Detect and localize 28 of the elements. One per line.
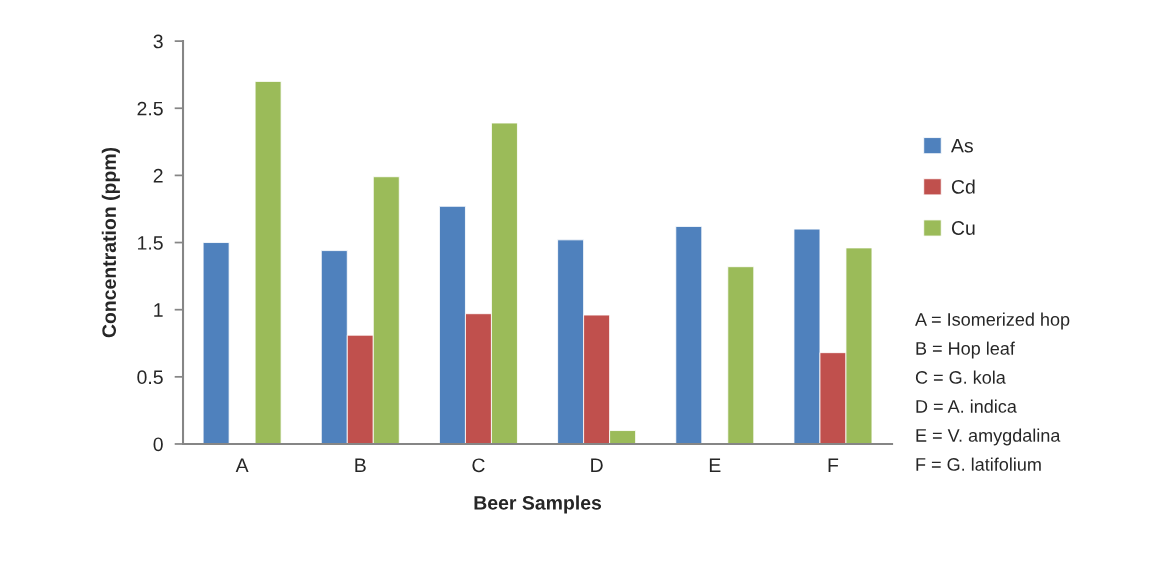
legend-label: As <box>950 138 973 153</box>
y-tick-label: 2 <box>153 168 163 183</box>
y-tick-label: 1.5 <box>138 236 163 250</box>
x-tick-label: D <box>591 458 603 472</box>
y-tick-label: 0 <box>153 437 163 452</box>
x-tick-label: F <box>828 458 839 472</box>
x-tick-label: B <box>355 458 366 472</box>
x-axis-title: Beer Samples <box>474 495 602 514</box>
bar <box>254 80 282 444</box>
y-tick-label: 1 <box>154 303 163 317</box>
y-tick-label: 0.5 <box>137 370 163 385</box>
bar <box>727 266 755 444</box>
x-tick-label: E <box>709 458 721 472</box>
text: D = A. indica <box>916 399 1017 413</box>
text: B = Hop leaf <box>916 341 1015 359</box>
text: C = G. kola <box>915 370 1006 384</box>
y-tick-label: 2.5 <box>137 101 163 116</box>
legend-label: Cd <box>951 179 975 194</box>
bar <box>202 242 230 444</box>
x-tick-label: C <box>472 458 485 473</box>
bar <box>675 226 703 444</box>
text: F = G. latifolium <box>916 457 1041 471</box>
y-tick-label: 3 <box>153 34 163 49</box>
text: A = Isomerized hop <box>915 312 1070 330</box>
legend-label: Cu <box>951 221 975 235</box>
x-tick-label: A <box>235 458 249 472</box>
y-axis-title: Concentration (ppm) <box>101 147 120 338</box>
text: E = V. amygdalina <box>916 428 1061 446</box>
